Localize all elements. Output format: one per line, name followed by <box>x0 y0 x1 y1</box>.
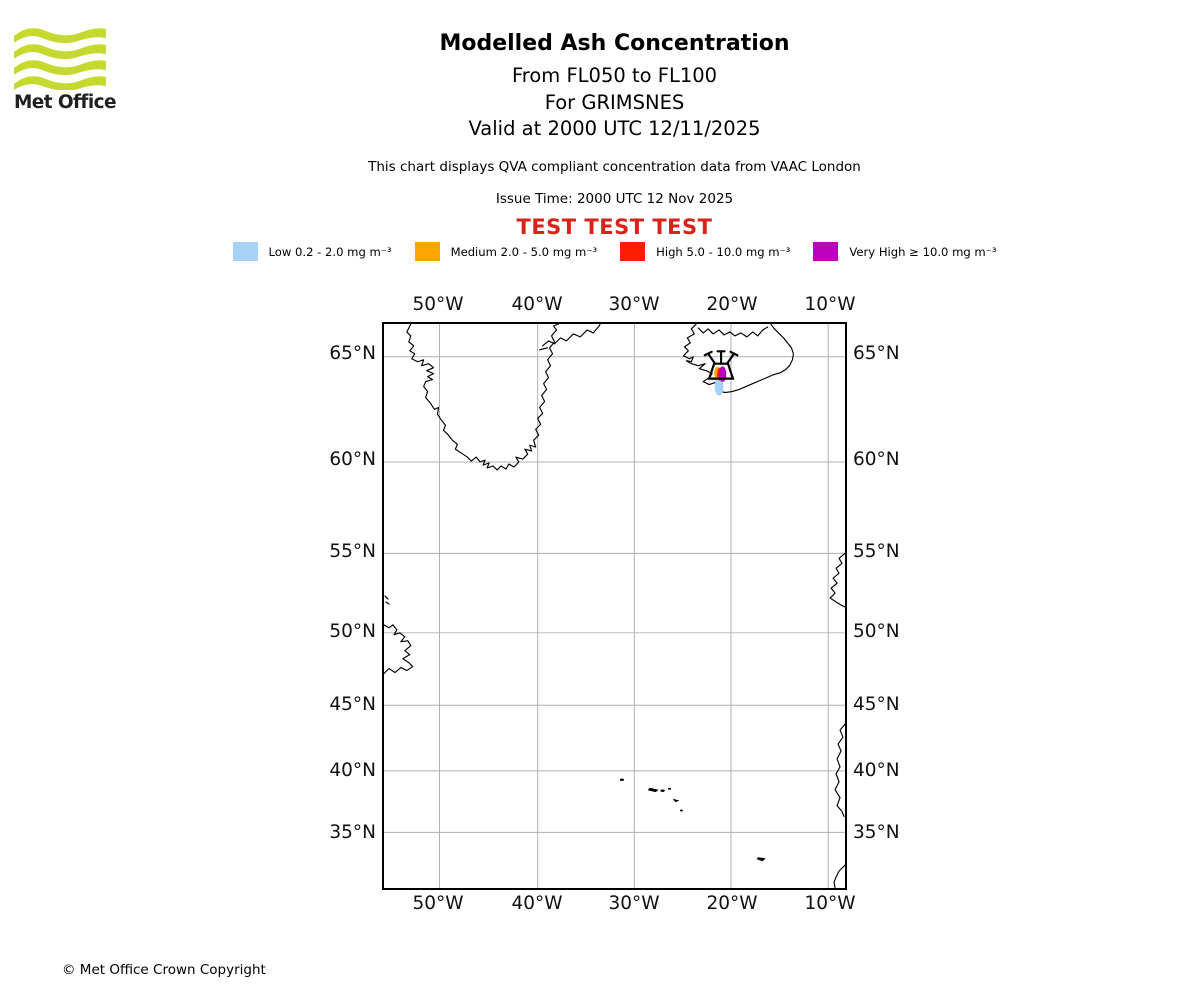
y-tick-label: 60°N <box>329 449 376 470</box>
legend-label-low: Low 0.2 - 2.0 mg m⁻³ <box>268 244 392 259</box>
coastlines <box>384 324 845 888</box>
legend-item-medium: Medium 2.0 - 5.0 mg m⁻³ <box>414 242 598 261</box>
legend-swatch-medium <box>414 242 440 261</box>
subtitle-flight-levels: From FL050 to FL100 <box>511 64 718 87</box>
y-tick-label: 45°N <box>329 694 376 715</box>
x-tick-label: 40°W <box>511 294 563 315</box>
concentration-legend: Low 0.2 - 2.0 mg m⁻³ Medium 2.0 - 5.0 mg… <box>29 242 1200 261</box>
x-tick-label: 50°W <box>412 294 464 315</box>
legend-label-medium: Medium 2.0 - 5.0 mg m⁻³ <box>450 244 598 259</box>
volcano-marker-icon <box>703 350 739 380</box>
x-tick-label: 30°W <box>608 893 660 914</box>
y-tick-label: 65°N <box>329 343 376 364</box>
x-tick-label: 30°W <box>608 294 660 315</box>
x-tick-label: 10°W <box>804 294 856 315</box>
x-tick-label: 20°W <box>706 294 758 315</box>
y-tick-label: 50°N <box>329 621 376 642</box>
subtitle-volcano: For GRIMSNES <box>544 91 685 114</box>
x-tick-label: 10°W <box>804 893 856 914</box>
y-tick-label: 45°N <box>853 694 900 715</box>
coastline-greenland-northeast <box>542 324 601 347</box>
y-tick-label: 55°N <box>329 541 376 562</box>
logo-waves-icon <box>14 28 106 91</box>
legend-label-high: High 5.0 - 10.0 mg m⁻³ <box>656 244 791 259</box>
subtitle-valid-time: Valid at 2000 UTC 12/11/2025 <box>468 117 761 140</box>
islands-azores-madeira <box>619 778 766 862</box>
ash-plume <box>714 366 727 396</box>
coastline-ireland <box>829 552 845 608</box>
island-dash <box>539 347 549 351</box>
legend-swatch-high <box>620 242 646 261</box>
coastline-newfoundland <box>384 624 414 675</box>
y-tick-label: 35°N <box>853 822 900 843</box>
page-title: Modelled Ash Concentration <box>439 31 790 56</box>
legend-swatch-very-high <box>813 242 839 261</box>
coastline-morocco <box>833 864 845 888</box>
y-tick-label: 40°N <box>329 760 376 781</box>
coastline-iceland-north <box>697 326 769 338</box>
ash-plume-low <box>714 377 724 396</box>
coastline-newfoundland-bits <box>384 595 390 605</box>
qva-description: This chart displays QVA compliant concen… <box>368 159 861 175</box>
y-tick-label: 60°N <box>853 449 900 470</box>
coastline-iberia <box>834 723 845 818</box>
legend-item-low: Low 0.2 - 2.0 mg m⁻³ <box>232 242 392 261</box>
legend-label-very-high: Very High ≥ 10.0 mg m⁻³ <box>849 244 997 259</box>
y-tick-label: 50°N <box>853 621 900 642</box>
x-tick-label: 20°W <box>706 893 758 914</box>
legend-item-very-high: Very High ≥ 10.0 mg m⁻³ <box>813 242 996 261</box>
graticule-grid <box>384 324 845 888</box>
legend-item-high: High 5.0 - 10.0 mg m⁻³ <box>620 242 790 261</box>
x-tick-label: 40°W <box>511 893 563 914</box>
met-office-logo: Met Office <box>14 26 134 113</box>
test-banner: TEST TEST TEST <box>516 215 713 239</box>
x-tick-label: 50°W <box>412 893 464 914</box>
y-tick-label: 55°N <box>853 541 900 562</box>
island-madeira <box>756 857 766 862</box>
coastline-greenland <box>406 324 560 471</box>
y-tick-label: 40°N <box>853 760 900 781</box>
copyright-text: © Met Office Crown Copyright <box>62 962 266 978</box>
issue-time: Issue Time: 2000 UTC 12 Nov 2025 <box>495 191 734 207</box>
legend-swatch-low <box>232 242 258 261</box>
y-tick-label: 65°N <box>853 343 900 364</box>
logo-text: Met Office <box>14 92 117 113</box>
y-tick-label: 35°N <box>329 822 376 843</box>
map-panel <box>382 322 847 890</box>
